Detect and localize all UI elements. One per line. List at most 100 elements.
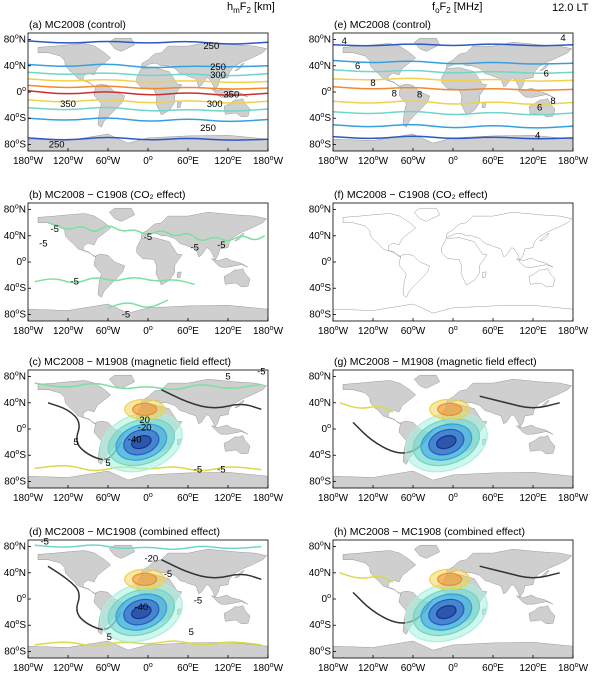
hmf2-unit: [km] (250, 1, 275, 13)
contour-label-c-7: -5 (194, 465, 202, 476)
contour-label-c-3: -20 (138, 423, 152, 434)
x-tick-label-e-0: 180oW (318, 155, 349, 167)
contour-label-a-5: 350 (60, 99, 76, 110)
panel-title-c: (c) MC2008 − M1908 (magnetic field effec… (29, 356, 231, 368)
y-tick-label-d-2: 0o (17, 593, 27, 605)
x-tick-label-a-2: 60oW (96, 155, 121, 167)
contour-label-d-5: 5 (107, 632, 112, 643)
x-tick-label-f-5: 120oE (519, 325, 547, 337)
x-tick-label-f-0: 180oW (318, 325, 349, 337)
landmass-g-6 (333, 470, 573, 488)
landmass-f-1 (413, 207, 441, 222)
x-tick-label-a-0: 180oW (13, 155, 44, 167)
contour-label-c-8: -5 (217, 465, 225, 476)
contour-line-d-3 (160, 559, 262, 581)
hmf2-symbol: h (227, 1, 234, 13)
y-tick-label-b-0: 80oN (4, 204, 26, 216)
positive-anomaly-c-1 (132, 402, 158, 416)
y-tick-label-f-1: 40oN (309, 230, 331, 242)
contour-line-c-2 (47, 402, 122, 461)
contour-line-g-0 (339, 402, 394, 413)
landmass-f-2 (398, 253, 431, 298)
x-tick-label-g-5: 120oE (519, 492, 547, 504)
y-tick-label-a-0: 80oN (4, 34, 26, 46)
landmass-h-6 (333, 640, 573, 658)
contour-label-b-0: -5 (50, 224, 58, 235)
landmass-a-9 (177, 101, 182, 108)
contour-label-a-0: 250 (203, 41, 219, 52)
landmass-h-7 (516, 594, 554, 605)
fof2-subscript-2: 2 (446, 6, 451, 16)
x-tick-label-a-4: 60oE (177, 155, 199, 167)
x-tick-label-e-4: 60oE (482, 155, 504, 167)
y-tick-label-e-3: 40oS (309, 112, 331, 124)
x-tick-label-h-5: 120oE (519, 662, 547, 674)
y-tick-label-f-2: 0o (322, 256, 332, 268)
x-tick-label-d-2: 60oW (96, 662, 121, 674)
hmf2-subscript-m: m (233, 6, 240, 16)
contour-label-e-5: 8 (392, 88, 397, 99)
y-tick-label-e-1: 40oN (309, 60, 331, 72)
landmass-c-4 (140, 378, 268, 429)
y-tick-label-a-1: 40oN (4, 60, 26, 72)
contour-label-e-2: 6 (355, 61, 360, 72)
contour-line-a-6 (28, 98, 268, 104)
x-tick-label-c-2: 60oW (96, 492, 121, 504)
contour-line-b-0 (47, 222, 266, 242)
contour-line-e-2 (333, 68, 573, 74)
anomaly-contour-d-4 (131, 605, 152, 620)
x-tick-label-c-5: 120oE (214, 492, 242, 504)
x-tick-label-d-3: 0o (143, 662, 153, 674)
contour-label-d-2: -5 (164, 569, 172, 580)
x-tick-label-c-4: 60oE (177, 492, 199, 504)
contour-line-a-5 (28, 89, 268, 96)
x-tick-label-h-6: 180oW (558, 662, 589, 674)
contour-label-a-3: 350 (223, 90, 239, 101)
contour-label-e-9: 4 (535, 130, 540, 141)
landmass-e-4 (445, 41, 573, 92)
x-tick-label-b-2: 60oW (96, 325, 121, 337)
y-tick-label-a-4: 80oS (4, 138, 26, 150)
x-tick-label-b-4: 60oE (177, 325, 199, 337)
x-tick-label-h-2: 60oW (401, 662, 426, 674)
contour-line-g-2 (479, 395, 560, 409)
landmass-e-0 (342, 43, 417, 88)
landmass-f-9 (482, 271, 487, 278)
panel-d: (d) MC2008 − MC1908 (combined effect)-5-… (4, 526, 284, 674)
x-tick-label-g-1: 120oW (358, 492, 389, 504)
hmf2-symbol-f: F (239, 1, 247, 13)
positive-anomaly-h-1 (437, 572, 463, 586)
contour-line-e-5 (333, 100, 573, 106)
fof2-symbol-f: F (439, 1, 447, 13)
contour-label-d-4: -5 (194, 595, 202, 606)
contour-line-d-2 (47, 565, 122, 631)
contour-label-a-1: 250 (210, 62, 226, 73)
y-tick-label-f-3: 40oS (309, 282, 331, 294)
landmass-f-4 (445, 211, 573, 262)
contour-label-e-7: 8 (550, 96, 555, 107)
x-tick-label-f-3: 0o (448, 325, 458, 337)
panel-title-e: (e) MC2008 (control) (334, 19, 431, 31)
landmass-g-5 (528, 435, 556, 455)
landmass-a-3 (136, 67, 183, 116)
x-tick-label-c-3: 0o (143, 492, 153, 504)
contour-label-b-6: -5 (122, 309, 130, 320)
anomaly-contour-c-4 (131, 435, 152, 450)
x-tick-label-f-6: 180oW (558, 325, 589, 337)
landmass-f-0 (342, 213, 417, 258)
hmf2-subscript-2: 2 (246, 6, 251, 16)
fof2-symbol: f (432, 1, 436, 13)
x-tick-label-d-1: 120oW (53, 662, 84, 674)
contour-line-h-0 (339, 572, 394, 583)
contour-label-c-6: 5 (105, 458, 110, 469)
y-tick-label-b-1: 40oN (4, 230, 26, 242)
contour-label-e-0: 4 (342, 36, 347, 47)
y-tick-label-d-3: 40oS (4, 619, 26, 631)
landmass-h-5 (528, 605, 556, 625)
contour-label-d-0: -5 (40, 536, 48, 547)
contour-label-c-4: -40 (128, 434, 142, 445)
contour-line-e-1 (333, 59, 573, 65)
landmass-b-3 (136, 237, 183, 286)
y-tick-label-e-4: 80oS (309, 138, 331, 150)
x-tick-label-d-0: 180oW (13, 662, 44, 674)
